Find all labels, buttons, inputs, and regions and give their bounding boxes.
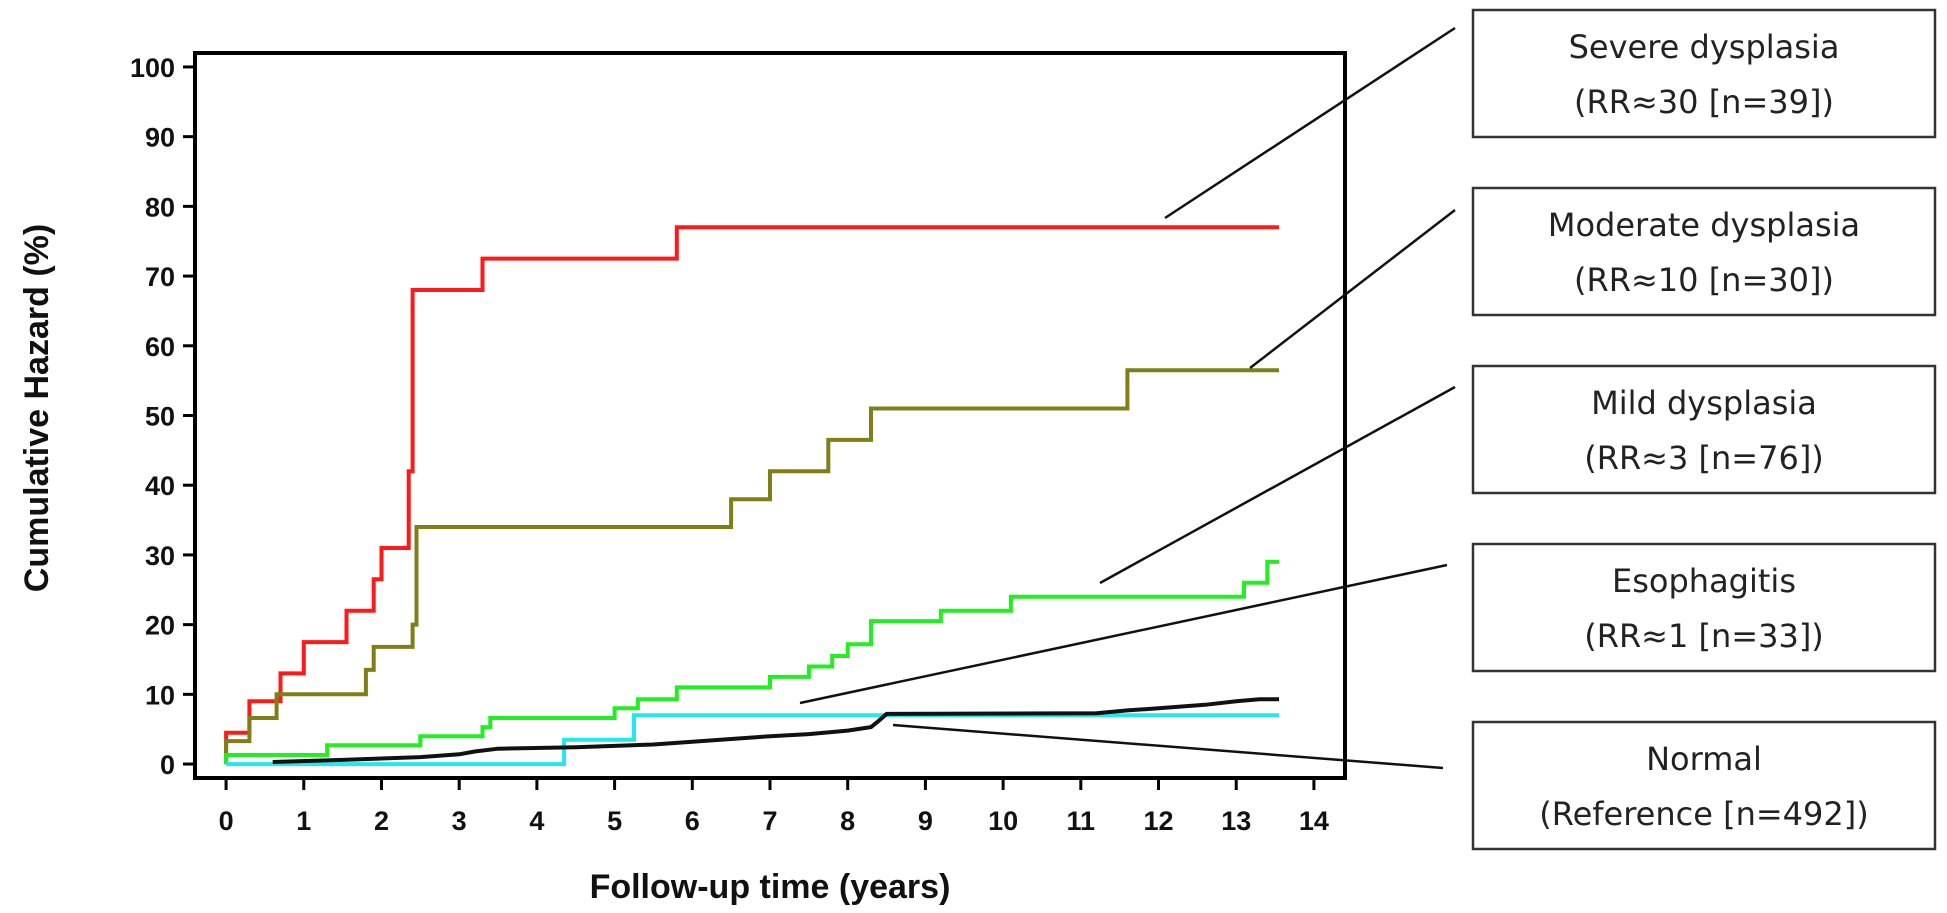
x-tick-label: 3 bbox=[452, 806, 467, 836]
leader-line-esophagitis bbox=[799, 563, 1448, 705]
y-tick-label: 10 bbox=[145, 680, 175, 710]
legend-box-frame bbox=[1471, 8, 1937, 139]
y-tick-label: 90 bbox=[145, 123, 175, 153]
series-line-mild-dysplasia bbox=[224, 559, 1279, 765]
series-line-severe-dysplasia bbox=[224, 225, 1279, 765]
legend-box-mild: Mild dysplasia (RR≈3 [n=76]) bbox=[1471, 364, 1937, 495]
x-tick-label: 7 bbox=[762, 806, 777, 836]
legend-box-esophagitis: Esophagitis (RR≈1 [n=33]) bbox=[1471, 542, 1937, 673]
leader-lines bbox=[799, 26, 1456, 770]
x-tick-label: 4 bbox=[529, 806, 544, 836]
x-tick-label: 5 bbox=[607, 806, 622, 836]
y-tick-label: 0 bbox=[160, 750, 175, 780]
series-layer bbox=[224, 225, 1279, 767]
series-line-esophagitis bbox=[226, 713, 1279, 767]
legend-label-normal: Normal bbox=[1646, 740, 1762, 778]
y-tick-label: 20 bbox=[145, 611, 175, 641]
y-tick-label: 50 bbox=[145, 402, 175, 432]
y-tick-label: 40 bbox=[145, 471, 175, 501]
leader-line-mild bbox=[1099, 385, 1456, 585]
series-line-normal bbox=[272, 697, 1279, 764]
x-axis-ticks: 0 1 2 3 4 5 6 7 8 9 10 11 12 13 14 bbox=[219, 778, 1329, 836]
y-axis-ticks: 0 10 20 30 40 50 60 70 80 90 100 bbox=[130, 53, 195, 780]
legend-box-normal: Normal (Reference [n=492]) bbox=[1471, 720, 1937, 851]
x-tick-label: 6 bbox=[685, 806, 700, 836]
x-tick-label: 0 bbox=[219, 806, 234, 836]
legend-stats-moderate: (RR≈10 [n=30]) bbox=[1574, 261, 1834, 299]
legend-box-frame bbox=[1471, 364, 1937, 495]
y-tick-label: 100 bbox=[130, 53, 175, 83]
x-tick-label: 1 bbox=[296, 806, 311, 836]
legend-label-mild: Mild dysplasia bbox=[1591, 384, 1817, 422]
legend-box-frame bbox=[1471, 720, 1937, 851]
legend-box-moderate: Moderate dysplasia (RR≈10 [n=30]) bbox=[1471, 186, 1937, 317]
y-tick-label: 30 bbox=[145, 541, 175, 571]
y-tick-label: 70 bbox=[145, 262, 175, 292]
x-tick-label: 14 bbox=[1299, 806, 1329, 836]
leader-line-moderate bbox=[1249, 209, 1456, 369]
x-tick-label: 12 bbox=[1143, 806, 1173, 836]
x-tick-label: 10 bbox=[988, 806, 1018, 836]
leader-line-normal bbox=[892, 723, 1444, 770]
y-tick-label: 60 bbox=[145, 332, 175, 362]
legend-stats-normal: (Reference [n=492]) bbox=[1539, 795, 1868, 833]
y-axis-title: Cumulative Hazard (%) bbox=[18, 224, 56, 592]
legend-label-severe: Severe dysplasia bbox=[1569, 28, 1840, 66]
leader-line-severe bbox=[1164, 26, 1456, 220]
legend-box-severe: Severe dysplasia (RR≈30 [n=39]) bbox=[1471, 8, 1937, 139]
x-tick-label: 8 bbox=[840, 806, 855, 836]
x-tick-label: 13 bbox=[1221, 806, 1251, 836]
legend-label-moderate: Moderate dysplasia bbox=[1548, 206, 1860, 244]
legend-box-frame bbox=[1471, 186, 1937, 317]
legend-stats-mild: (RR≈3 [n=76]) bbox=[1584, 439, 1824, 477]
y-tick-label: 80 bbox=[145, 192, 175, 222]
legend-stats-severe: (RR≈30 [n=39]) bbox=[1574, 83, 1834, 121]
legend-label-esophagitis: Esophagitis bbox=[1612, 562, 1796, 600]
x-tick-label: 2 bbox=[374, 806, 389, 836]
x-tick-label: 9 bbox=[918, 806, 933, 836]
x-tick-label: 11 bbox=[1067, 806, 1096, 836]
x-axis-title: Follow-up time (years) bbox=[590, 868, 951, 906]
legend-stats-esophagitis: (RR≈1 [n=33]) bbox=[1584, 617, 1824, 655]
legend-box-frame bbox=[1471, 542, 1937, 673]
series-line-moderate-dysplasia bbox=[224, 368, 1279, 765]
